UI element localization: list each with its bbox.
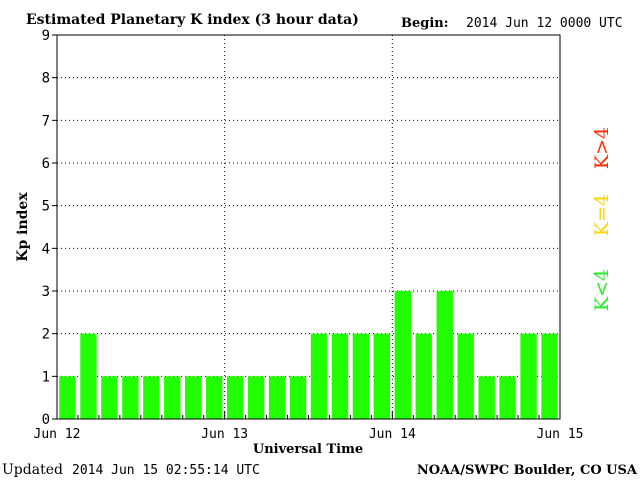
- kp-bar: [436, 291, 453, 419]
- kp-bar: [101, 376, 118, 419]
- kp-bar: [415, 333, 432, 419]
- y-tick-label: 3: [42, 284, 50, 300]
- updated-label: Updated: [2, 462, 63, 478]
- kp-bar: [206, 376, 223, 419]
- kp-bar: [457, 333, 474, 419]
- x-tick-label: Jun 12: [34, 427, 81, 442]
- y-tick-label: 1: [42, 369, 50, 385]
- kp-bar: [310, 333, 328, 419]
- kp-bar: [331, 333, 349, 419]
- y-tick-label: 0: [42, 412, 50, 428]
- grid-lines: [57, 35, 560, 419]
- kp-bar: [352, 333, 370, 419]
- y-axis-ticks: 0 1 2 3 4 5 6 7 8 9: [42, 28, 57, 428]
- y-tick-label: 7: [42, 113, 50, 129]
- begin-label: Begin:: [401, 16, 449, 31]
- y-tick-label: 5: [42, 199, 50, 215]
- legend-k-greater-than-4: K>4: [591, 127, 613, 169]
- kp-bar: [268, 376, 286, 419]
- y-tick-label: 2: [42, 327, 50, 343]
- kp-bar: [164, 376, 181, 419]
- kp-bar: [373, 333, 391, 419]
- kp-bar: [394, 291, 411, 419]
- kp-bar: [289, 376, 307, 419]
- y-tick-label: 6: [42, 156, 50, 172]
- x-axis-ticks: Jun 12 Jun 13 Jun 14 Jun 15: [34, 411, 584, 442]
- source-label: NOAA/SWPC Boulder, CO USA: [417, 463, 638, 478]
- kp-bar: [247, 376, 265, 419]
- y-axis-label: Kp index: [15, 192, 31, 262]
- x-axis-label: Universal Time: [253, 442, 363, 457]
- x-tick-label: Jun 15: [537, 427, 584, 442]
- y-tick-label: 9: [42, 28, 50, 44]
- kp-bar: [226, 376, 244, 419]
- kp-bar: [520, 333, 537, 419]
- kp-bar: [478, 376, 495, 419]
- chart-title: Estimated Planetary K index (3 hour data…: [26, 12, 359, 28]
- x-tick-label: Jun 14: [369, 427, 416, 442]
- plot-frame: [56, 34, 561, 420]
- kp-bar: [143, 376, 160, 419]
- legend-k-equal-4: K=4: [591, 194, 613, 236]
- y-tick-label: 8: [42, 71, 50, 87]
- kp-bar: [185, 376, 202, 419]
- kp-bar: [541, 333, 558, 419]
- kp-bar: [499, 376, 516, 419]
- y-tick-label: 4: [42, 241, 50, 257]
- legend-k-less-than-4: K<4: [591, 269, 613, 311]
- begin-value: 2014 Jun 12 0000 UTC: [466, 16, 623, 31]
- x-tick-label: Jun 13: [201, 427, 248, 442]
- bars-group: [59, 291, 558, 419]
- kp-bar: [59, 376, 76, 419]
- kp-bar: [122, 376, 139, 419]
- updated-value: 2014 Jun 15 02:55:14 UTC: [72, 463, 260, 478]
- kp-bar: [80, 333, 97, 419]
